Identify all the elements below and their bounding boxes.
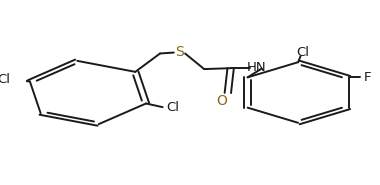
Text: HN: HN	[247, 61, 266, 74]
Text: Cl: Cl	[0, 73, 10, 86]
Text: S: S	[175, 45, 184, 59]
Text: F: F	[364, 71, 372, 84]
Text: Cl: Cl	[296, 46, 309, 59]
Text: Cl: Cl	[166, 101, 179, 114]
Text: O: O	[216, 94, 227, 108]
